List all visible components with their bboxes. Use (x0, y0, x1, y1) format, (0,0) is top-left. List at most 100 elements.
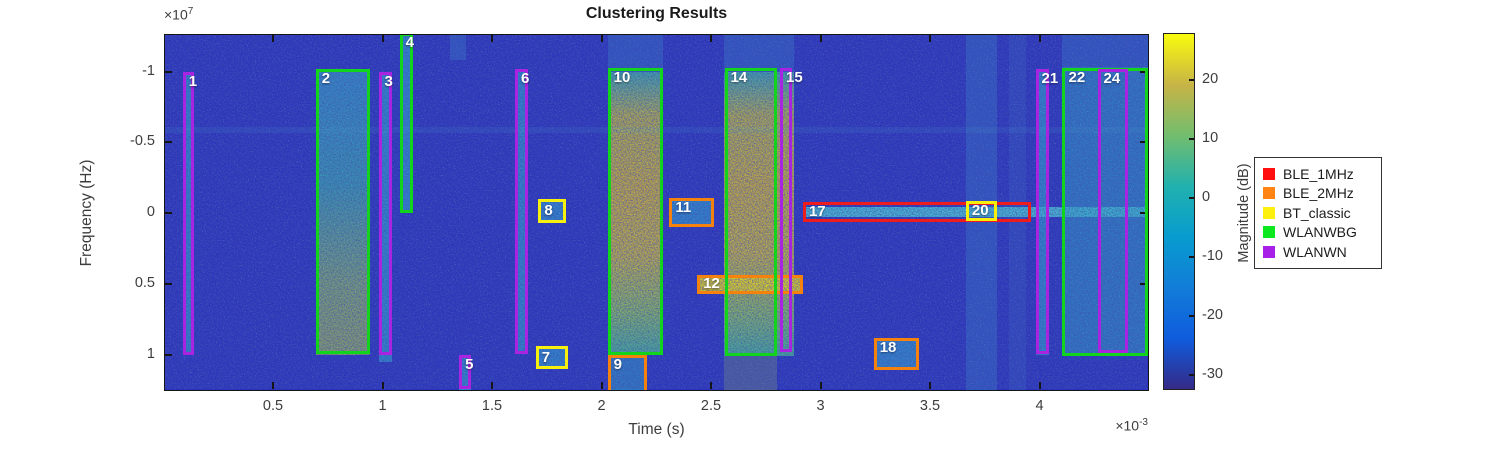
annotation-box-17: 17 (802, 201, 1032, 222)
y-axis-label: Frequency (Hz) (78, 159, 95, 267)
x-tick-mark (1038, 35, 1041, 42)
colorbar-gradient (1164, 34, 1194, 389)
annotation-label-9: 9 (613, 355, 622, 373)
colorbar-tick-label: -30 (1202, 366, 1223, 383)
legend-entry-BLE_1MHz: BLE_1MHz (1263, 164, 1373, 184)
x-tick-mark (491, 35, 493, 42)
legend-entry-WLANWBG: WLANWBG (1263, 223, 1373, 243)
annotation-label-4: 4 (405, 34, 414, 52)
colorbar-tick-mark (1189, 138, 1194, 141)
spectrogram-band (724, 35, 795, 72)
annotation-label-22: 22 (1068, 68, 1086, 86)
y-tick-label: -0.5 (130, 133, 155, 150)
legend-swatch (1263, 226, 1275, 239)
annotation-label-2: 2 (321, 69, 331, 87)
annotation-box-4: 4 (399, 34, 414, 213)
colorbar-tick-mark (1189, 197, 1194, 200)
x-tick-label: 3 (816, 398, 825, 414)
annotation-box-8: 8 (538, 198, 567, 223)
legend-label: BT_classic (1283, 204, 1351, 221)
colorbar-tick-label: 10 (1202, 130, 1219, 147)
legend-swatch (1263, 245, 1275, 258)
annotation-label-15: 15 (785, 68, 803, 86)
legend: BLE_1MHz BLE_2MHz BT_classic WLANWBG WLANWN (1254, 157, 1382, 269)
legend-swatch (1263, 167, 1275, 180)
x-tick-mark (710, 35, 712, 42)
colorbar (1163, 33, 1195, 390)
x-tick-mark (819, 382, 822, 389)
annotation-label-12: 12 (703, 275, 720, 293)
annotation-box-5: 5 (459, 354, 474, 390)
y-tick-mark (1140, 70, 1147, 73)
legend-label: WLANWBG (1283, 224, 1357, 241)
annotation-label-1: 1 (188, 72, 198, 90)
x-axis-exponent: ×10-3 (1115, 417, 1148, 434)
x-tick-label: 1.5 (481, 398, 503, 414)
legend-swatch (1263, 187, 1275, 200)
colorbar-tick-mark (1189, 79, 1194, 82)
x-tick-label: 1 (378, 398, 387, 414)
annotation-box-24: 24 (1097, 68, 1129, 354)
colorbar-tick-mark (1189, 256, 1194, 259)
annotation-label-18: 18 (879, 339, 897, 357)
x-tick-mark (600, 35, 603, 42)
colorbar-tick-mark (1189, 315, 1194, 318)
spectrogram-plot-area: 1 2 3 4 5 6 7 8 9 10 11 12 14 15 17 18 20 21 22 24 (164, 34, 1149, 391)
y-tick-mark (165, 353, 172, 356)
y-axis-exponent: ×107 (164, 6, 194, 23)
x-tick-mark (272, 35, 274, 42)
annotation-box-1: 1 (182, 71, 198, 355)
chart-title: Clustering Results (585, 5, 728, 22)
colorbar-tick-label: 20 (1202, 71, 1219, 88)
annotation-box-6: 6 (514, 68, 530, 355)
annotation-label-6: 6 (520, 69, 530, 87)
x-tick-mark (710, 382, 712, 389)
y-tick-mark (165, 212, 172, 214)
spectrogram-band (1062, 35, 1148, 68)
annotation-box-12: 12 (697, 274, 804, 295)
annotation-label-7: 7 (541, 348, 551, 366)
y-tick-mark (165, 141, 172, 144)
annotation-box-3: 3 (378, 71, 393, 355)
legend-entry-BLE_2MHz: BLE_2MHz (1263, 184, 1373, 204)
legend-entry-WLANWN: WLANWN (1263, 242, 1373, 262)
annotation-box-18: 18 (873, 338, 920, 371)
annotation-label-8: 8 (544, 201, 553, 219)
spectrogram-band (724, 355, 777, 390)
x-tick-mark (1038, 382, 1041, 389)
annotation-label-11: 11 (675, 199, 692, 217)
annotation-label-10: 10 (613, 68, 631, 86)
colorbar-label: Magnitude (dB) (1236, 163, 1252, 263)
colorbar-tick-label: -20 (1202, 307, 1223, 324)
x-tick-mark (600, 382, 603, 389)
legend-label: BLE_2MHz (1283, 185, 1354, 202)
y-tick-mark (165, 70, 172, 73)
spectrogram-band (607, 35, 664, 72)
annotation-box-15: 15 (779, 67, 803, 353)
annotation-box-21: 21 (1035, 68, 1058, 355)
y-tick-mark (1140, 212, 1147, 214)
x-axis-label: Time (s) (628, 421, 685, 438)
annotation-label-3: 3 (384, 72, 393, 90)
y-tick-label: 1 (146, 345, 155, 362)
annotation-label-21: 21 (1041, 69, 1059, 87)
y-tick-mark (165, 282, 172, 285)
x-tick-mark (381, 382, 384, 389)
annotation-label-24: 24 (1103, 69, 1121, 87)
annotation-box-20: 20 (965, 200, 997, 222)
x-tick-mark (929, 382, 931, 389)
x-tick-label: 2 (597, 398, 606, 414)
annotation-box-10: 10 (607, 67, 664, 356)
x-tick-mark (819, 35, 822, 42)
x-tick-mark (272, 382, 274, 389)
annotation-label-5: 5 (465, 355, 474, 373)
annotation-box-14: 14 (724, 67, 778, 356)
legend-label: BLE_1MHz (1283, 165, 1354, 182)
colorbar-tick-mark (1189, 374, 1194, 377)
y-tick-label: -1 (142, 62, 155, 79)
x-tick-label: 3.5 (919, 398, 941, 414)
x-tick-mark (381, 35, 384, 42)
annotation-label-20: 20 (971, 201, 989, 219)
x-tick-mark (491, 382, 493, 389)
annotation-box-9: 9 (607, 354, 648, 390)
